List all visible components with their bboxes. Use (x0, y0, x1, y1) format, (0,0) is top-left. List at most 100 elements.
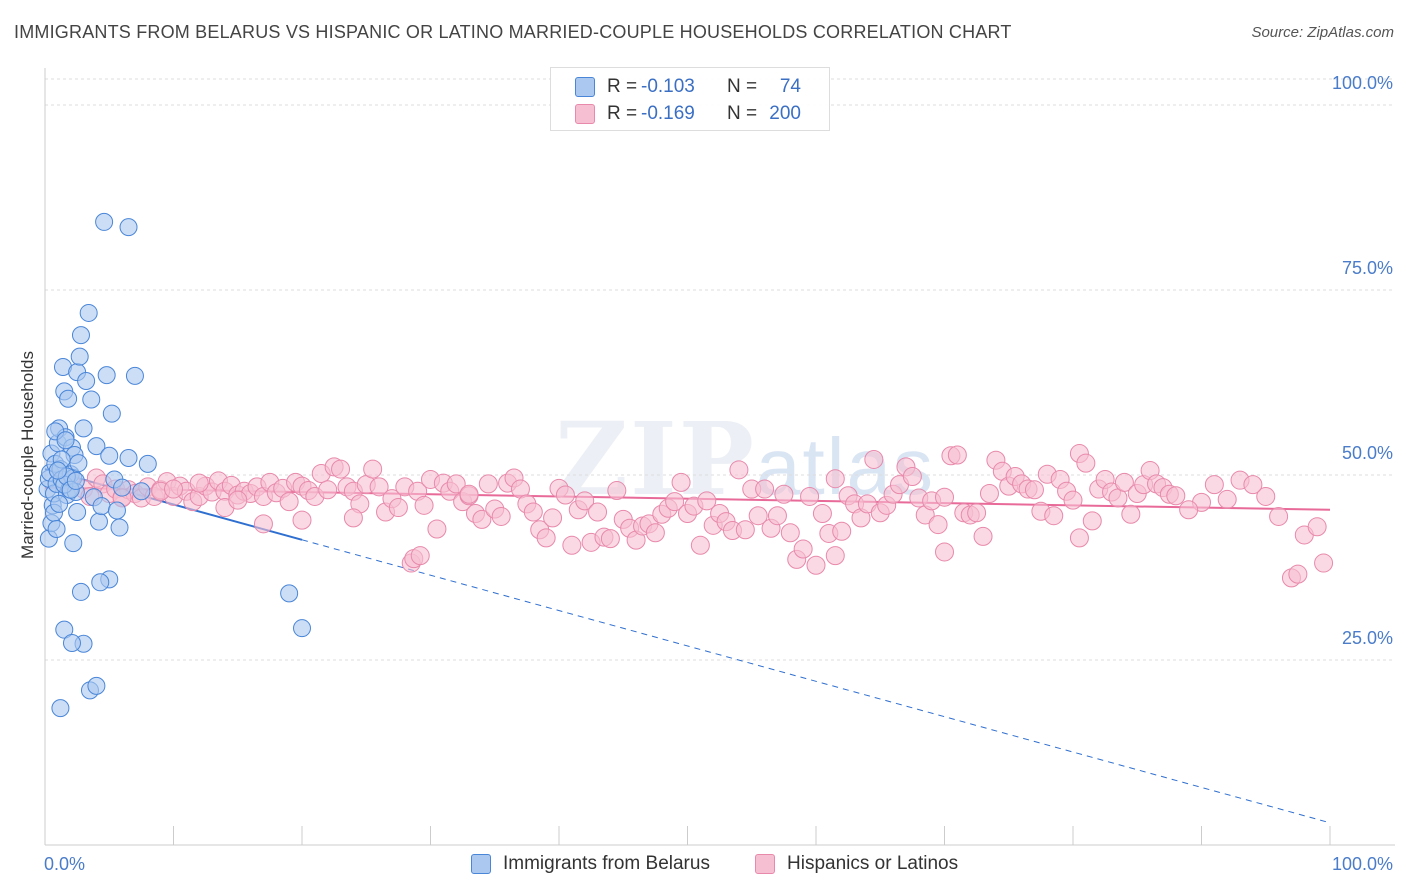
belarus-point (119, 448, 138, 467)
hispanic-point (1269, 506, 1289, 526)
belarus-point (107, 501, 126, 520)
hispanic-point (780, 523, 800, 543)
belarus-points (38, 212, 311, 718)
bottom-legend-hispanic[interactable]: Hispanics or Latinos (755, 852, 958, 876)
hispanic-point (427, 519, 447, 539)
hispanic-point (748, 506, 768, 526)
hispanic-point (825, 546, 845, 566)
legend-row-belarus: R = -0.103 N = 74 (575, 74, 801, 100)
legend-swatch-blue (575, 77, 595, 97)
hispanic-point (1179, 500, 1199, 520)
hispanic-point (459, 484, 479, 504)
hispanic-point (562, 535, 582, 555)
belarus-point (138, 454, 157, 473)
belarus-point (113, 478, 132, 497)
belarus-point (64, 534, 83, 553)
belarus-point (92, 497, 111, 516)
legend-n-value-hispanic: 200 (769, 103, 801, 124)
belarus-point (119, 218, 138, 237)
belarus-point (66, 471, 85, 490)
x-ticks (173, 826, 1331, 845)
hispanic-point (902, 466, 922, 486)
grid-lines (45, 78, 1395, 661)
hispanic-point (600, 529, 620, 549)
y-tick-label: 25.0% (1342, 628, 1393, 648)
hispanic-point (1217, 489, 1237, 509)
hispanic-point (1288, 564, 1308, 584)
stats-legend: R = -0.103 N = 74 R = -0.169 N = 200 (550, 67, 830, 131)
hispanic-point (767, 506, 787, 526)
hispanic-point (979, 484, 999, 503)
hispanic-point (774, 484, 794, 504)
belarus-point (47, 520, 66, 539)
hispanic-point (1024, 480, 1044, 500)
hispanic-point (189, 473, 209, 493)
y-tick-label: 50.0% (1342, 443, 1393, 463)
hispanic-points (61, 444, 1334, 588)
source-credit: Source: ZipAtlas.com (1251, 24, 1394, 41)
hispanic-point (665, 492, 685, 512)
belarus-point (91, 573, 110, 592)
hispanic-point (1063, 490, 1083, 510)
bottom-legend-label-hispanic: Hispanics or Latinos (787, 853, 959, 874)
hispanic-point (575, 491, 595, 511)
hispanic-point (729, 460, 749, 480)
hispanic-point (318, 480, 338, 500)
legend-row-hispanic: R = -0.169 N = 200 (575, 101, 801, 127)
belarus-point (56, 431, 75, 450)
belarus-point (51, 699, 70, 718)
hispanic-point (228, 490, 248, 510)
hispanic-point (1114, 472, 1134, 492)
belarus-point (55, 620, 74, 639)
hispanic-point (555, 485, 575, 505)
belarus-point (71, 326, 90, 345)
legend-swatch-pink (575, 104, 595, 124)
hispanic-point (1069, 528, 1089, 548)
hispanic-point (363, 459, 383, 479)
bottom-legend-swatch-pink (755, 854, 775, 874)
hispanic-point (735, 520, 755, 540)
hispanic-point (543, 508, 563, 528)
hispanic-point (947, 445, 967, 465)
belarus-point (70, 347, 89, 366)
belarus-trend-extension (301, 539, 1331, 824)
belarus-point (68, 503, 87, 521)
legend-n-value-belarus: 74 (779, 76, 801, 97)
hispanic-point (1256, 486, 1276, 506)
belarus-point (110, 518, 129, 537)
y-tick-label: 100.0% (1332, 73, 1393, 93)
hispanic-point (343, 508, 363, 528)
hispanic-point (832, 521, 852, 541)
legend-n-label: N = (727, 76, 758, 97)
hispanic-point (935, 542, 954, 562)
hispanic-point (164, 479, 183, 499)
belarus-point (50, 494, 69, 513)
belarus-point (102, 404, 121, 423)
legend-n-label: N = (727, 103, 758, 124)
belarus-point (74, 419, 93, 438)
legend-r-value-hispanic: -0.169 (641, 103, 695, 124)
belarus-point (69, 454, 88, 473)
belarus-point (100, 446, 119, 465)
hispanic-point (800, 486, 820, 506)
belarus-point (62, 633, 81, 652)
hispanic-point (1307, 517, 1327, 537)
hispanic-point (410, 546, 430, 566)
belarus-point (82, 390, 101, 409)
hispanic-point (292, 510, 312, 530)
y-axis-label: Married-couple Households (18, 351, 37, 559)
belarus-point (87, 676, 106, 695)
hispanic-point (536, 528, 556, 548)
hispanic-point (864, 449, 884, 469)
hispanic-point (825, 469, 845, 489)
legend-r-label: R = (607, 76, 638, 97)
hispanic-point (369, 477, 389, 497)
belarus-point (87, 437, 106, 456)
belarus-point (71, 582, 90, 601)
belarus-point (97, 366, 116, 385)
bottom-legend-belarus[interactable]: Immigrants from Belarus (471, 852, 710, 876)
hispanic-point (645, 523, 665, 543)
x-tick-label-min: 0.0% (44, 854, 85, 874)
hispanic-point (935, 487, 954, 507)
